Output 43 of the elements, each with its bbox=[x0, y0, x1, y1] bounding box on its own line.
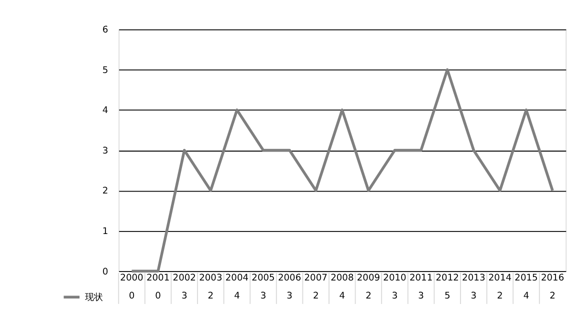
data-label: 4 bbox=[339, 291, 346, 302]
x-tick-label: 2011 bbox=[409, 274, 433, 284]
y-tick-label: 5 bbox=[102, 66, 108, 76]
y-tick-label: 4 bbox=[102, 106, 108, 116]
x-tick-label: 2000 bbox=[120, 274, 144, 284]
x-tick-label: 2014 bbox=[488, 274, 512, 284]
data-label: 2 bbox=[208, 291, 214, 302]
data-label: 4 bbox=[523, 291, 530, 302]
x-tick-label: 2004 bbox=[225, 274, 249, 284]
x-tick-label: 2002 bbox=[172, 274, 196, 284]
x-tick-label: 2007 bbox=[304, 274, 328, 284]
x-tick-label: 2006 bbox=[278, 274, 302, 284]
data-label: 3 bbox=[181, 291, 188, 302]
data-label: 3 bbox=[470, 291, 477, 302]
data-label: 2 bbox=[366, 291, 372, 302]
x-tick-label: 2005 bbox=[252, 274, 275, 284]
data-label: 3 bbox=[418, 291, 424, 302]
x-tick-label: 2016 bbox=[540, 274, 564, 284]
legend-label: 现状 bbox=[84, 292, 103, 303]
data-label: 3 bbox=[392, 291, 398, 302]
data-label: 3 bbox=[260, 291, 266, 302]
x-tick-label: 2015 bbox=[514, 274, 538, 284]
data-label: 2 bbox=[312, 291, 319, 302]
y-tick-label: 1 bbox=[102, 227, 108, 238]
x-tick-label: 2008 bbox=[330, 274, 354, 284]
data-label: 4 bbox=[234, 291, 240, 302]
data-label: 0 bbox=[155, 291, 162, 302]
y-tick-label: 3 bbox=[102, 146, 108, 156]
x-tick-label: 2001 bbox=[146, 274, 170, 284]
x-tick-label: 2003 bbox=[199, 274, 222, 284]
data-label: 3 bbox=[286, 291, 293, 302]
data-label: 0 bbox=[128, 291, 135, 302]
y-tick-label: 2 bbox=[102, 186, 108, 197]
y-tick-label: 6 bbox=[102, 26, 108, 36]
x-tick-label: 2013 bbox=[462, 274, 486, 284]
x-tick-label: 2010 bbox=[383, 274, 407, 284]
x-tick-label: 2009 bbox=[356, 274, 380, 284]
line-series bbox=[130, 68, 554, 272]
data-label: 5 bbox=[444, 291, 450, 302]
x-tick-label: 2012 bbox=[436, 274, 459, 284]
data-label: 2 bbox=[497, 291, 503, 302]
data-label: 2 bbox=[550, 291, 556, 302]
y-tick-label: 0 bbox=[102, 267, 108, 278]
